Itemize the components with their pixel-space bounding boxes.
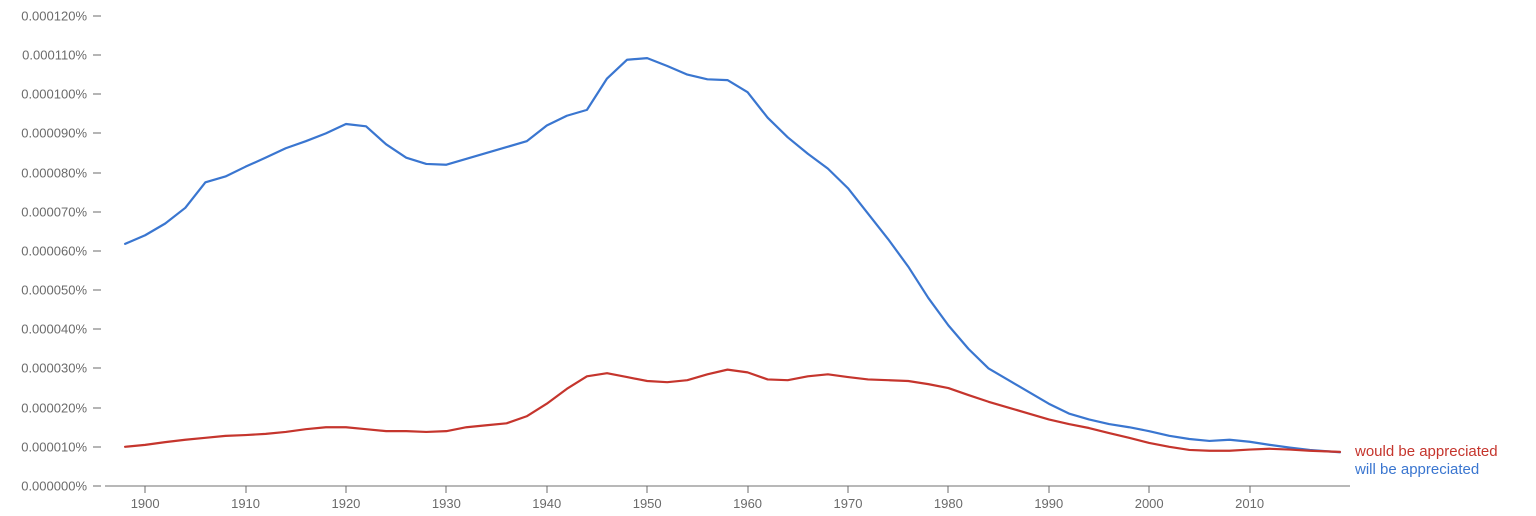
y-tick-label: 0.000100% [21,87,87,102]
x-tick [345,486,346,493]
x-tick [747,486,748,493]
series-line-will[interactable] [125,58,1340,452]
y-tick [93,486,101,487]
x-tick-label: 2000 [1135,496,1164,511]
x-tick-label: 1930 [432,496,461,511]
x-tick [145,486,146,493]
y-tick-label: 0.000060% [21,243,87,258]
x-tick [1048,486,1049,493]
y-tick-label: 0.000090% [21,126,87,141]
y-tick [93,15,101,16]
y-tick [93,94,101,95]
y-tick-label: 0.000050% [21,283,87,298]
y-tick [93,211,101,212]
x-tick [847,486,848,493]
y-tick-label: 0.000080% [21,165,87,180]
series-label-would[interactable]: would be appreciated [1355,443,1498,460]
x-tick-label: 1970 [834,496,863,511]
x-tick [647,486,648,493]
x-tick-label: 1960 [733,496,762,511]
x-tick-label: 1950 [633,496,662,511]
x-tick-label: 1900 [131,496,160,511]
x-tick-label: 2010 [1235,496,1264,511]
y-tick [93,329,101,330]
chart-svg [0,0,1536,516]
y-tick [93,250,101,251]
y-tick-label: 0.000040% [21,322,87,337]
y-tick [93,133,101,134]
y-tick [93,172,101,173]
y-tick [93,290,101,291]
x-tick-label: 1990 [1034,496,1063,511]
series-line-would[interactable] [125,370,1340,452]
x-tick [546,486,547,493]
y-tick [93,55,101,56]
y-tick-label: 0.000070% [21,204,87,219]
x-tick-label: 1980 [934,496,963,511]
x-tick-label: 1940 [532,496,561,511]
ngram-chart: 0.000000% 0.000010% 0.000020% 0.000030% 0.00… [0,0,1536,516]
y-tick-label: 0.000030% [21,361,87,376]
x-tick [1149,486,1150,493]
x-tick-label: 1910 [231,496,260,511]
y-tick [93,446,101,447]
x-tick [1249,486,1250,493]
y-tick-label: 0.000120% [21,8,87,23]
x-tick [446,486,447,493]
y-tick-label: 0.000110% [22,48,87,63]
y-tick-label: 0.000020% [21,400,87,415]
x-tick-label: 1920 [331,496,360,511]
x-tick [948,486,949,493]
y-tick [93,368,101,369]
series-label-will[interactable]: will be appreciated [1355,461,1479,478]
x-tick [245,486,246,493]
y-tick-label: 0.000010% [21,439,87,454]
y-tick-label: 0.000000% [21,479,87,494]
y-tick [93,407,101,408]
